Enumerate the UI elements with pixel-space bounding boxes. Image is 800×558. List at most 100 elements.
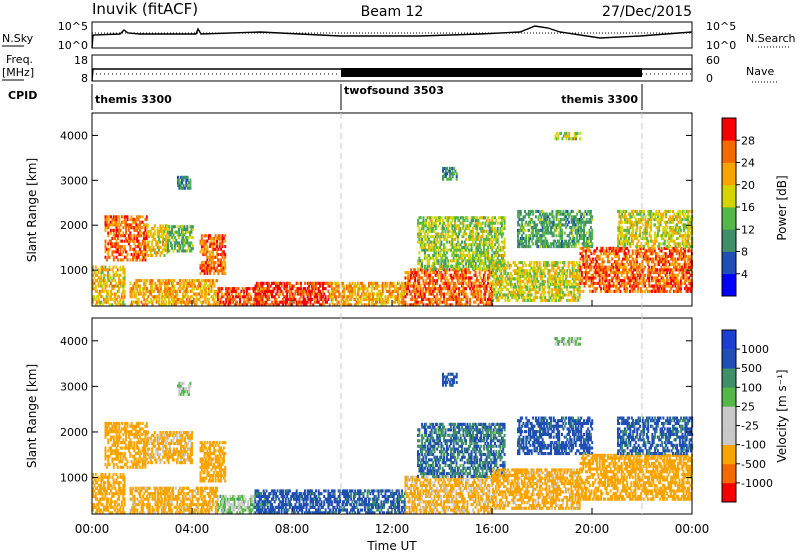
heatmap-cell [546,223,548,226]
heatmap-cell [435,227,437,230]
heatmap-cell [161,282,163,285]
heatmap-cell [453,293,455,296]
heatmap-cell [483,274,485,277]
heatmap-cell [451,295,453,298]
heatmap-cell [569,237,571,240]
heatmap-cell [124,218,126,221]
heatmap-cell [559,299,561,302]
heatmap-cell [138,301,140,304]
heatmap-cell [304,298,306,301]
heatmap-cell [581,266,583,269]
heatmap-cell [496,261,498,264]
heatmap-cell [482,222,484,225]
heatmap-cell [504,246,506,249]
heatmap-cell [281,290,283,293]
heatmap-cell [109,279,111,282]
heatmap-cell [590,240,592,243]
heatmap-cell [281,282,283,285]
heatmap-cell [168,239,170,242]
heatmap-cell [198,279,200,282]
heatmap-cell [435,224,437,227]
heatmap-cell [473,259,475,262]
heatmap-cell [420,235,422,238]
heatmap-cell [465,276,467,279]
heatmap-cell [462,235,464,238]
heatmap-cell [569,213,571,216]
heatmap-cell [142,290,144,293]
heatmap-cell [522,293,524,296]
heatmap-cell [421,259,423,262]
heatmap-cell [632,271,634,274]
heatmap-cell [125,232,127,235]
heatmap-cell [456,251,458,254]
heatmap-cell [566,275,568,278]
heatmap-cell [263,295,265,298]
heatmap-cell [520,213,522,216]
heatmap-cell [482,298,484,301]
heatmap-cell [580,290,582,293]
heatmap-cell [416,293,418,296]
heatmap-cell [482,259,484,262]
cpid-row: CPID themis 3300 twofsound 3503 themis 3… [8,84,642,110]
heatmap-cell [184,225,186,228]
heatmap-cell [331,282,333,285]
heatmap-cell [610,290,612,293]
heatmap-cell [283,282,285,285]
heatmap-cell [476,216,478,219]
heatmap-cell [586,263,588,266]
heatmap-cell [429,271,431,274]
heatmap-cell [514,261,516,264]
heatmap-cell [201,267,203,270]
heatmap-cell [398,282,400,285]
heatmap-cell [178,231,180,234]
heatmap-cell [504,272,506,275]
heatmap-cell [424,232,426,235]
heatmap-cell [256,295,258,298]
heatmap-cell [455,295,457,298]
heatmap-cell [536,223,538,226]
heatmap-cell [125,256,127,259]
heatmap-cell [654,263,656,266]
station-title: Inuvik (fitACF) [92,0,198,18]
heatmap-cell [553,215,555,218]
heatmap-cell [367,290,369,293]
heatmap-cell [613,266,615,269]
heatmap-cell [435,216,437,219]
heatmap-cell [453,267,455,270]
heatmap-cell [142,221,144,224]
heatmap-cell [457,274,459,277]
heatmap-cell [121,245,123,248]
heatmap-cell [648,276,650,279]
heatmap-cell [525,234,527,237]
heatmap-cell [498,243,500,246]
heatmap-cell [216,245,218,248]
heatmap-cell [484,279,486,282]
heatmap-cell [573,261,575,264]
heatmap-cell [198,293,200,296]
heatmap-cell [632,290,634,293]
heatmap-cell [212,295,214,298]
heatmap-cell [475,301,477,304]
heatmap-cell [614,274,616,277]
heatmap-cell [440,279,442,282]
heatmap-cell [363,290,365,293]
heatmap-cell [189,233,191,236]
heatmap-cell [484,259,486,262]
heatmap-cell [635,290,637,293]
heatmap-cell [402,301,404,304]
heatmap-cell [124,285,126,288]
heatmap-cell [138,232,140,235]
heatmap-cell [586,274,588,277]
heatmap-cell [478,219,480,222]
heatmap-cell [443,298,445,301]
heatmap-cell [531,240,533,243]
heatmap-cell [449,224,451,227]
nave-tick-bottom: 0 [706,72,713,85]
heatmap-cell [583,226,585,229]
heatmap-cell [440,241,442,244]
heatmap-cell [557,275,559,278]
heatmap-cell [394,301,396,304]
heatmap-cell [307,295,309,298]
heatmap-cell [429,276,431,279]
heatmap-cell [335,298,337,301]
